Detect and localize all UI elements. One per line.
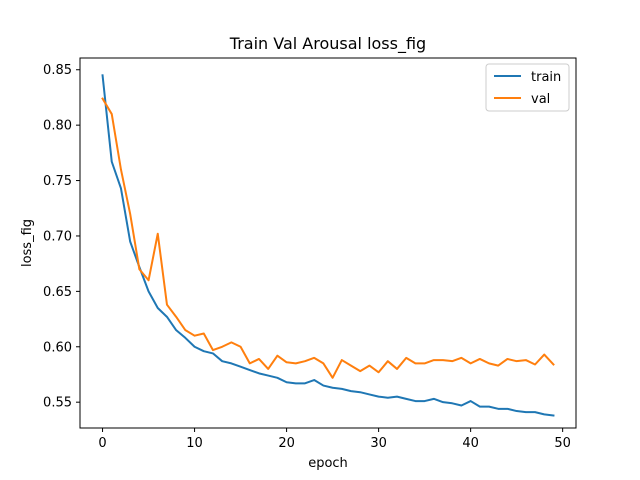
y-tick-label: 0.80 — [43, 119, 72, 134]
y-tick-label: 0.85 — [43, 63, 72, 78]
legend-train-label: train — [531, 70, 561, 85]
plot-frame — [79, 57, 577, 429]
x-tick-label: 20 — [278, 436, 295, 451]
y-tick-label: 0.55 — [43, 396, 72, 411]
y-axis-label: loss_fig — [20, 219, 35, 267]
series-layer — [101, 74, 555, 417]
chart-title: Train Val Arousal loss_fig — [229, 34, 426, 54]
y-tick-label: 0.75 — [43, 174, 72, 189]
y-tick-label: 0.60 — [43, 340, 72, 355]
val-series-line — [101, 97, 555, 379]
y-tick-label: 0.70 — [43, 229, 72, 244]
legend-val-label: val — [531, 92, 550, 107]
x-tick-label: 40 — [462, 436, 479, 451]
x-tick-label: 10 — [186, 436, 203, 451]
train-series-line — [101, 74, 555, 417]
x-tick-label: 30 — [370, 436, 387, 451]
y-tick-label: 0.65 — [43, 285, 72, 300]
x-axis-label: epoch — [308, 456, 348, 471]
x-tick-label: 0 — [98, 436, 106, 451]
legend: train val — [485, 63, 570, 112]
tick-layer: 0 10 20 30 40 50 0.55 0.60 0.65 0.70 0.75 0.80 0.85 — [43, 63, 571, 451]
x-tick-label: 50 — [554, 436, 571, 451]
